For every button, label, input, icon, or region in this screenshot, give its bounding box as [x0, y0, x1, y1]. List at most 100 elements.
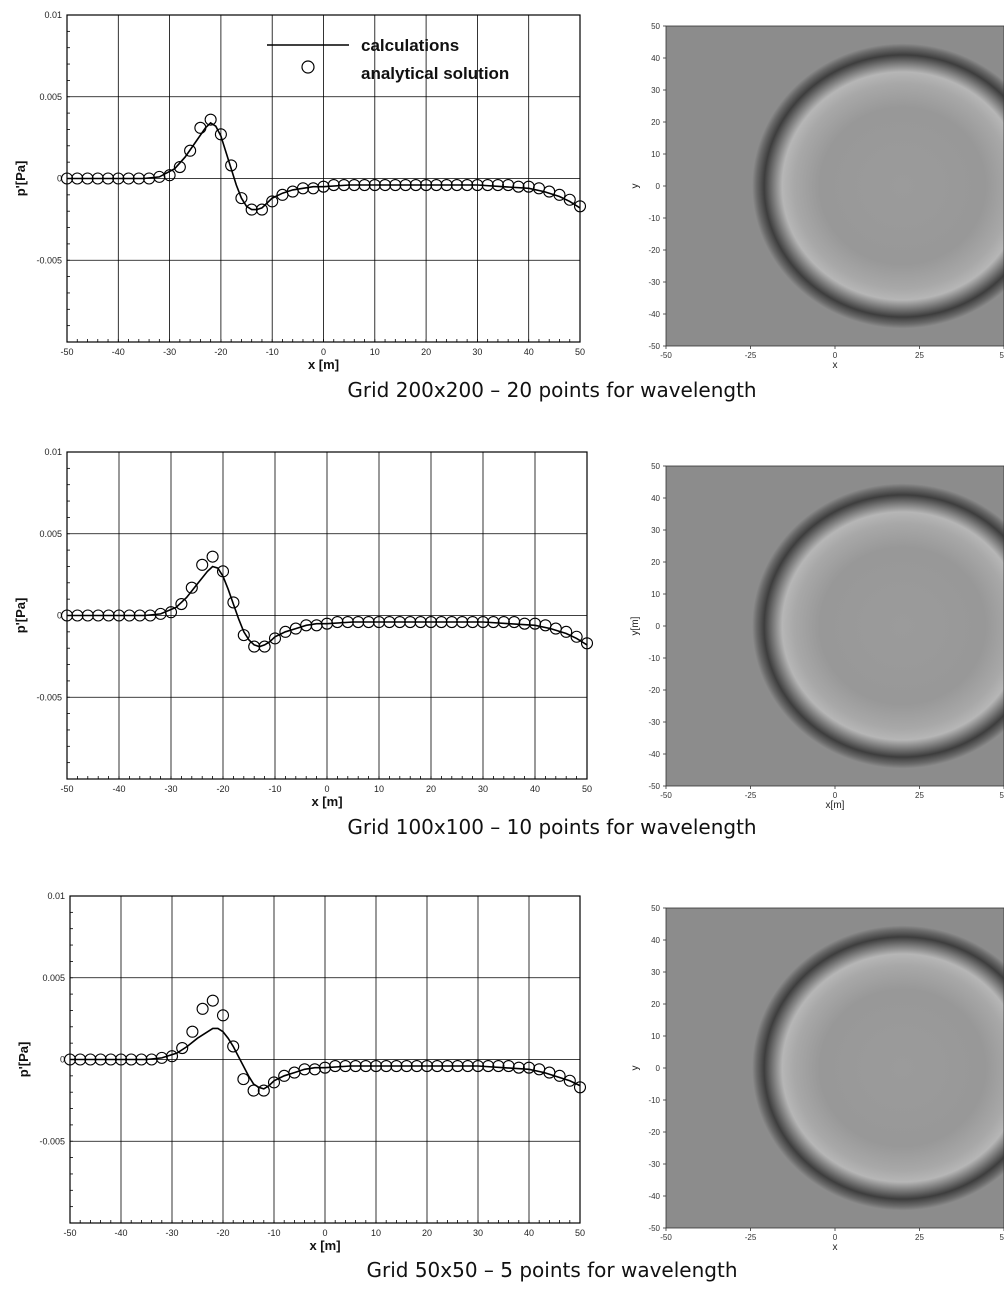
analytical-point [296, 182, 310, 195]
analytical-point [114, 1053, 128, 1066]
pressure-ring [752, 925, 1004, 1211]
analytical-point [175, 598, 188, 611]
analytical-point [573, 1081, 587, 1094]
analytical-point [471, 178, 484, 192]
analytical-point [476, 615, 490, 629]
analytical-point [298, 1063, 311, 1076]
analytical-point [435, 615, 448, 629]
analytical-point [399, 178, 412, 192]
x-tick-label: -10 [268, 784, 281, 794]
analytical-point [358, 178, 371, 192]
analytical-point [352, 615, 365, 629]
analytical-point [310, 619, 323, 632]
analytical-point [173, 161, 186, 174]
panel-caption: Grid 200x200 – 20 points for wavelength [347, 378, 756, 402]
analytical-point [248, 640, 261, 653]
analytical-point [481, 178, 494, 192]
analytical-point [122, 172, 135, 185]
analytical-point [440, 178, 453, 192]
analytical-point [71, 609, 84, 622]
analytical-point [410, 1059, 423, 1073]
analytical-point [92, 609, 105, 622]
y-tick-label: -40 [648, 310, 660, 319]
y-tick-label: 0.005 [39, 529, 62, 539]
analytical-point [135, 1053, 148, 1066]
analytical-point [102, 609, 115, 622]
x-tick-label: 30 [472, 347, 482, 357]
analytical-point [327, 178, 340, 192]
analytical-point [196, 1002, 209, 1015]
analytical-point [368, 178, 381, 192]
analytical-point [424, 615, 438, 629]
analytical-point [216, 1009, 230, 1022]
analytical-point [184, 144, 197, 157]
y-tick-label: 20 [651, 558, 660, 567]
x-tick-label: -20 [216, 784, 229, 794]
x-tick-label: -50 [60, 784, 73, 794]
y-tick-label: 0 [60, 1055, 65, 1065]
analytical-point [176, 1042, 189, 1055]
analytical-point [563, 1074, 576, 1087]
analytical-point [132, 172, 145, 185]
analytical-point [431, 1059, 444, 1073]
analytical-point [502, 1059, 515, 1073]
analytical-point [258, 640, 271, 653]
analytical-point [104, 1053, 117, 1066]
analytical-point [206, 994, 219, 1007]
y-tick-label: 40 [651, 936, 660, 945]
analytical-point [533, 1063, 546, 1076]
x-tick-label: -20 [216, 1228, 229, 1238]
y-tick-label: -50 [648, 782, 660, 791]
x-tick-label: 50 [582, 784, 592, 794]
analytical-point [461, 1059, 474, 1073]
y-tick-label: -0.005 [36, 255, 62, 265]
analytical-point [339, 1059, 352, 1073]
x-tick-label: -30 [163, 347, 176, 357]
analytical-point [414, 615, 427, 629]
analytical-point [237, 1073, 250, 1086]
panel-caption: Grid 100x100 – 10 points for wavelength [347, 815, 756, 839]
analytical-point [247, 1084, 260, 1097]
x-tick-label: 40 [530, 784, 540, 794]
analytical-point [341, 615, 354, 629]
y-axis-title: y [630, 184, 641, 189]
analytical-point [84, 1053, 97, 1066]
analytical-point [112, 609, 126, 622]
analytical-point [235, 192, 248, 205]
x-tick-label: 25 [915, 1233, 924, 1242]
y-tick-label: 40 [651, 54, 660, 63]
x-tick-label: -50 [60, 347, 73, 357]
analytical-point [508, 615, 521, 629]
y-tick-label: 0.005 [39, 92, 62, 102]
y-axis-title: y [630, 1066, 641, 1071]
y-tick-label: -10 [648, 654, 660, 663]
analytical-point [471, 1059, 485, 1073]
analytical-point [245, 203, 258, 216]
analytical-point [450, 178, 463, 192]
y-tick-label: 50 [651, 462, 660, 471]
x-tick-label: -30 [165, 1228, 178, 1238]
analytical-point [497, 615, 510, 629]
analytical-point [133, 609, 146, 622]
x-tick-label: 0 [833, 351, 838, 360]
field-map-panel-1: -50 -25 0 25 50 50 40 30 20 10 0 -10 -20 -30 -40 -50 x y [630, 22, 1004, 371]
x-tick-label: 50 [575, 1228, 585, 1238]
analytical-point [227, 596, 240, 609]
x-tick-label: 10 [370, 347, 380, 357]
analytical-point [206, 550, 219, 563]
field-map-panel-3: -50 -25 0 25 50 50 40 30 20 10 0 -10 -20 -30 -40 -50 x y [630, 904, 1004, 1253]
x-tick-label: -50 [63, 1228, 76, 1238]
y-tick-label: 30 [651, 968, 660, 977]
y-tick-label: 50 [651, 904, 660, 913]
x-tick-label: 30 [473, 1228, 483, 1238]
panel-caption: Grid 50x50 – 5 points for wavelength [366, 1258, 737, 1282]
y-tick-label: -30 [648, 278, 660, 287]
analytical-point [420, 1059, 434, 1073]
analytical-point [186, 1025, 199, 1038]
y-axis-title: p'[Pa] [13, 598, 28, 634]
x-tick-label: -50 [660, 1233, 672, 1242]
analytical-point [214, 128, 227, 141]
x-tick-label: 40 [524, 347, 534, 357]
line-chart-panel-2: -50 -40 -30 -20 -10 0 10 20 30 40 50 0.01 0.005 0 -0.0… [13, 447, 757, 839]
y-tick-label: 50 [651, 22, 660, 31]
